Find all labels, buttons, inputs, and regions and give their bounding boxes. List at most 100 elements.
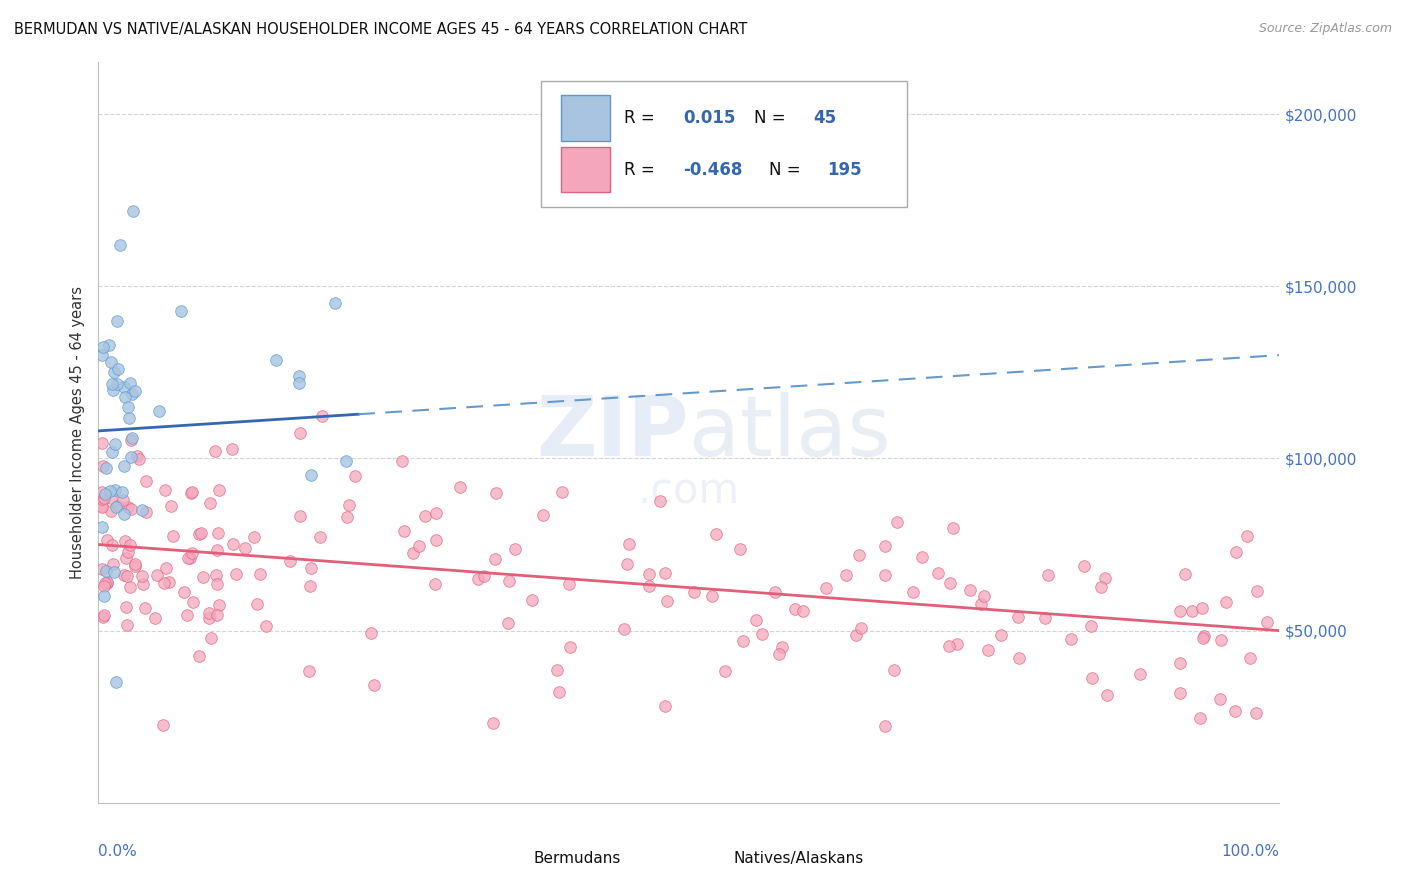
Point <box>1215 595 1237 609</box>
Point <box>1174 566 1197 581</box>
Point <box>148 404 170 418</box>
Text: N =: N = <box>754 109 790 127</box>
Point <box>298 665 321 679</box>
Point <box>655 594 678 608</box>
Text: Source: ZipAtlas.com: Source: ZipAtlas.com <box>1258 22 1392 36</box>
Point <box>1073 559 1095 574</box>
Text: Natives/Alaskans: Natives/Alaskans <box>734 851 865 866</box>
Text: 0.015: 0.015 <box>683 109 735 127</box>
Text: 100.0%: 100.0% <box>1222 844 1279 858</box>
Point <box>311 409 333 424</box>
Point <box>120 502 142 516</box>
Point <box>93 589 115 603</box>
Point <box>939 576 962 591</box>
Point <box>91 500 114 514</box>
Point <box>1090 580 1112 594</box>
Point <box>120 450 142 464</box>
Y-axis label: Householder Income Ages 45 - 64 years: Householder Income Ages 45 - 64 years <box>70 286 86 579</box>
Point <box>91 492 114 507</box>
Point <box>1181 604 1204 618</box>
Point <box>336 509 359 524</box>
Point <box>288 369 311 384</box>
Point <box>93 579 115 593</box>
Point <box>169 304 191 318</box>
Point <box>249 567 271 582</box>
FancyBboxPatch shape <box>492 845 526 873</box>
FancyBboxPatch shape <box>561 95 610 141</box>
Point <box>1128 667 1150 681</box>
Point <box>181 485 204 500</box>
Text: 0.0%: 0.0% <box>98 844 138 858</box>
Point <box>100 538 122 552</box>
Point <box>94 486 117 500</box>
Point <box>1225 545 1247 559</box>
Point <box>114 380 136 394</box>
Point <box>146 568 169 582</box>
Point <box>360 626 382 640</box>
Point <box>1007 609 1029 624</box>
Point <box>91 340 114 354</box>
Point <box>152 718 174 732</box>
Point <box>117 400 139 414</box>
Point <box>91 348 114 362</box>
Point <box>111 493 134 508</box>
Point <box>121 431 143 445</box>
Point <box>179 550 201 565</box>
Point <box>425 506 447 520</box>
Point <box>886 515 908 529</box>
Point <box>91 458 114 473</box>
Point <box>264 352 287 367</box>
Point <box>990 628 1012 642</box>
Point <box>100 355 122 369</box>
Point <box>120 434 142 448</box>
Point <box>1192 631 1215 645</box>
Point <box>938 640 960 654</box>
Point <box>1168 656 1191 670</box>
Point <box>783 602 806 616</box>
Point <box>558 640 581 654</box>
Point <box>101 377 124 392</box>
Point <box>128 452 150 467</box>
Point <box>654 566 676 580</box>
Point <box>1170 604 1192 618</box>
Text: 45: 45 <box>813 109 837 127</box>
Point <box>91 519 114 533</box>
Point <box>221 442 243 456</box>
Point <box>135 474 157 488</box>
Point <box>482 715 505 730</box>
Point <box>100 491 122 506</box>
Point <box>1223 704 1246 718</box>
Point <box>1191 600 1213 615</box>
Text: N =: N = <box>769 161 806 178</box>
Point <box>205 608 228 623</box>
Point <box>1236 529 1258 543</box>
Point <box>198 606 221 620</box>
Point <box>134 601 156 615</box>
Point <box>118 580 141 594</box>
Point <box>391 454 413 468</box>
Point <box>613 623 636 637</box>
Point <box>235 541 257 555</box>
Point <box>124 558 146 573</box>
Point <box>337 498 360 512</box>
Point <box>845 628 868 642</box>
Point <box>394 524 416 538</box>
Point <box>96 575 118 590</box>
Point <box>131 576 153 591</box>
Point <box>114 459 136 474</box>
Text: atlas: atlas <box>689 392 890 473</box>
Point <box>1081 671 1104 685</box>
Point <box>134 505 156 519</box>
Point <box>105 675 128 690</box>
Point <box>115 618 138 632</box>
Point <box>551 485 574 500</box>
Point <box>654 699 676 714</box>
Point <box>101 557 124 571</box>
Point <box>883 664 905 678</box>
Point <box>299 561 322 575</box>
Point <box>637 566 659 581</box>
Point <box>704 527 727 541</box>
Point <box>1256 615 1278 629</box>
Point <box>225 567 247 582</box>
Point <box>959 582 981 597</box>
